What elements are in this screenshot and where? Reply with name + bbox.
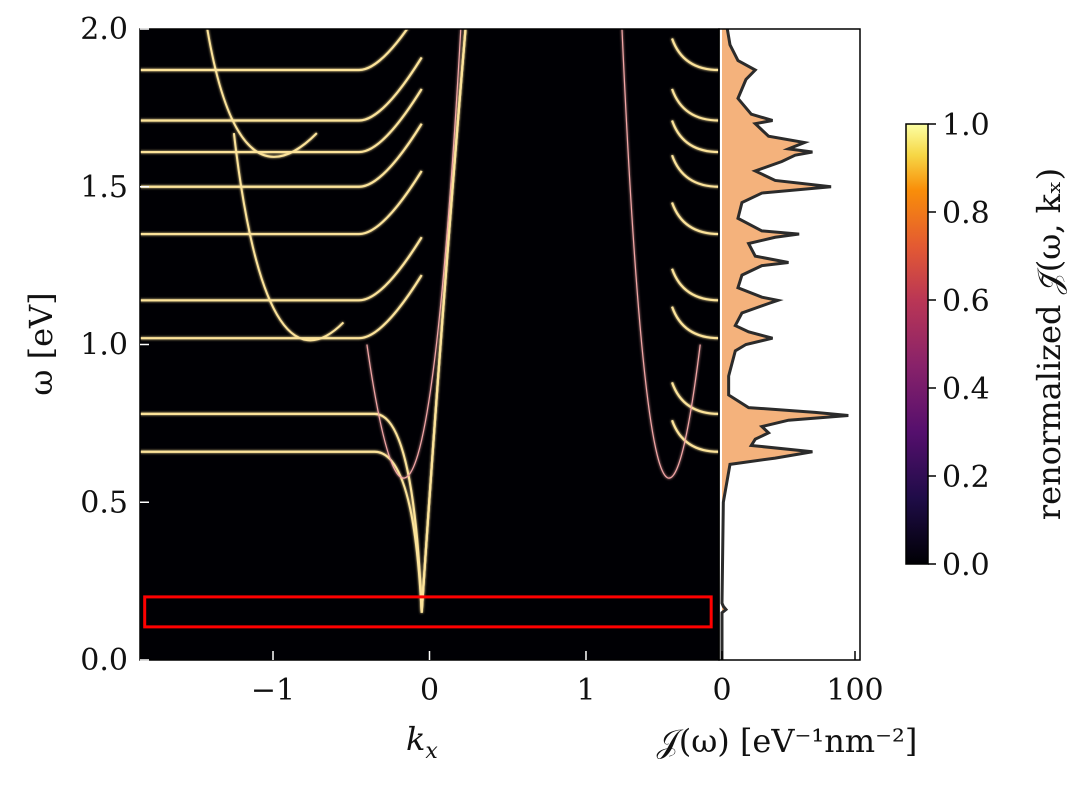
right-band-line	[671, 88, 719, 122]
band-line	[140, 236, 423, 302]
band-branch	[206, 29, 318, 158]
y-tick-label: 1.5	[80, 170, 128, 205]
axis-ticks: 0.0 0.5 1.0 1.5 2.0 −1 0 1 0 100	[80, 12, 883, 708]
right-band-line	[671, 120, 719, 154]
heatmap-panel	[140, 29, 719, 660]
colorbar-tick-label: 0.0	[942, 548, 990, 583]
dos-x-tick-label: 100	[826, 673, 883, 708]
colorbar-ticks: 0.0 0.2 0.4 0.6 0.8 1.0	[928, 108, 990, 583]
band-branch	[232, 132, 345, 342]
band-line	[140, 88, 423, 154]
right-band-line	[671, 419, 719, 453]
band-line	[140, 274, 423, 340]
colorbar-tick-label: 0.8	[942, 196, 990, 231]
right-band-line	[671, 381, 719, 416]
right-dirac-branch	[621, 29, 701, 479]
colorbar-label: renormalized 𝒥̃(ω, kₓ)	[1030, 168, 1068, 520]
colorbar-tick-label: 0.6	[942, 284, 990, 319]
band-line	[140, 170, 423, 236]
x-tick-label: −1	[251, 673, 295, 708]
right-band-line	[671, 154, 719, 188]
left-dirac-branch	[366, 29, 462, 479]
x-axis-label-sub: x	[425, 739, 438, 764]
highlight-box	[143, 595, 713, 629]
right-band-line	[671, 306, 719, 340]
dos-x-axis-label: 𝒥(ω) [eV⁻¹nm⁻²]	[657, 722, 918, 760]
y-tick-label: 0.5	[80, 485, 128, 520]
y-tick-label: 1.0	[80, 328, 128, 363]
dos-panel	[718, 28, 861, 661]
band-line	[140, 123, 423, 188]
band-line	[140, 29, 409, 72]
colorbar-gradient	[905, 123, 929, 565]
band-lines	[140, 29, 719, 613]
band-line	[140, 56, 423, 122]
x-tick-label: 1	[576, 673, 595, 708]
y-tick-label: 2.0	[80, 12, 128, 47]
dos-curve	[720, 28, 849, 660]
y-axis-label: ω [eV]	[22, 292, 60, 395]
right-band-line	[671, 202, 719, 236]
right-band-line	[671, 268, 719, 302]
heatmap-background	[140, 29, 719, 660]
x-axis-label: kx	[406, 720, 438, 764]
dos-x-tick-label: 0	[712, 673, 731, 708]
colorbar-tick-label: 1.0	[942, 108, 990, 143]
right-band-line	[671, 38, 719, 72]
y-tick-label: 0.0	[80, 643, 128, 678]
colorbar: 0.0 0.2 0.4 0.6 0.8 1.0 renormalized 𝒥̃(ω, kₓ…	[905, 108, 1068, 583]
x-axis-label-main: k	[406, 720, 425, 758]
colorbar-tick-label: 0.2	[942, 460, 990, 495]
band-line	[140, 29, 467, 613]
colorbar-tick-label: 0.4	[942, 372, 990, 407]
x-tick-label: 0	[420, 673, 439, 708]
